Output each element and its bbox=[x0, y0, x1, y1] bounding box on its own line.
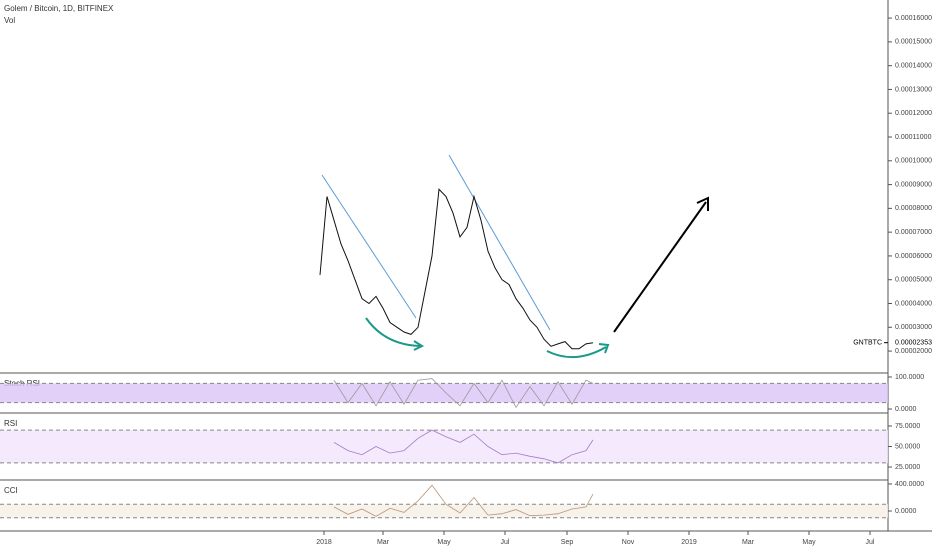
curve-arrow bbox=[546, 346, 607, 359]
y-tick-label: 0.00008000 bbox=[895, 205, 932, 212]
arrow-head bbox=[413, 340, 425, 351]
arrow-head bbox=[598, 343, 610, 354]
y-tick-label: 0.00005000 bbox=[895, 277, 932, 284]
x-tick-label: May bbox=[802, 539, 816, 546]
y-tick-label: 0.00016000 bbox=[895, 15, 932, 22]
series-line bbox=[333, 484, 594, 517]
y-tick-label: 0.00006000 bbox=[895, 253, 932, 260]
y-tick-label: 0.00002000 bbox=[895, 348, 932, 355]
y-tick-label: 0.0000 bbox=[895, 406, 917, 413]
y-tick-label: 0.00015000 bbox=[895, 39, 932, 46]
series-line bbox=[319, 188, 594, 350]
volume-label: Vol bbox=[4, 16, 15, 25]
y-tick-label: 0.00014000 bbox=[895, 62, 932, 69]
x-tick-label: May bbox=[437, 539, 451, 546]
chart-title: Golem / Bitcoin, 1D, BITFINEX bbox=[4, 4, 114, 13]
y-tick-label: 0.00010000 bbox=[895, 158, 932, 165]
x-tick-label: Jul bbox=[501, 539, 510, 546]
x-tick-label: Mar bbox=[742, 539, 755, 546]
x-tick-label: Sep bbox=[561, 539, 574, 546]
arrow-head bbox=[696, 196, 709, 211]
curve-arrow bbox=[365, 317, 421, 347]
panel-title: CCI bbox=[4, 486, 18, 495]
panel-title: RSI bbox=[4, 419, 17, 428]
y-tick-label: 75.0000 bbox=[895, 423, 920, 430]
y-tick-label: 0.00009000 bbox=[895, 181, 932, 188]
series-line bbox=[333, 429, 594, 464]
x-tick-label: Mar bbox=[377, 539, 390, 546]
y-tick-label: 0.00013000 bbox=[895, 86, 932, 93]
y-tick-label: 0.00011000 bbox=[895, 134, 932, 141]
y-tick-label: 0.00007000 bbox=[895, 229, 932, 236]
y-tick-label: 25.0000 bbox=[895, 464, 920, 471]
band-fill bbox=[0, 383, 888, 403]
band-fill bbox=[0, 504, 888, 518]
y-tick-label: 50.0000 bbox=[895, 443, 920, 450]
y-tick-label: 0.00004000 bbox=[895, 300, 932, 307]
x-tick-label: 2018 bbox=[316, 539, 332, 546]
trend-line bbox=[321, 174, 417, 319]
x-tick-label: Jul bbox=[866, 539, 875, 546]
y-tick-label: 0.0000 bbox=[895, 508, 917, 515]
y-tick-label: 100.0000 bbox=[895, 374, 924, 381]
y-tick-label: 400.0000 bbox=[895, 481, 924, 488]
x-tick-label: 2019 bbox=[681, 539, 697, 546]
x-tick-label: Nov bbox=[622, 539, 635, 546]
series-line bbox=[333, 378, 594, 409]
trend-line bbox=[448, 154, 551, 331]
symbol-label: GNTBTC bbox=[853, 340, 882, 347]
band-fill bbox=[0, 430, 888, 463]
last-price-label: 0.00002353 bbox=[895, 340, 932, 347]
y-tick-label: 0.00003000 bbox=[895, 324, 932, 331]
target-arrow bbox=[613, 201, 707, 333]
y-tick-label: 0.00012000 bbox=[895, 110, 932, 117]
